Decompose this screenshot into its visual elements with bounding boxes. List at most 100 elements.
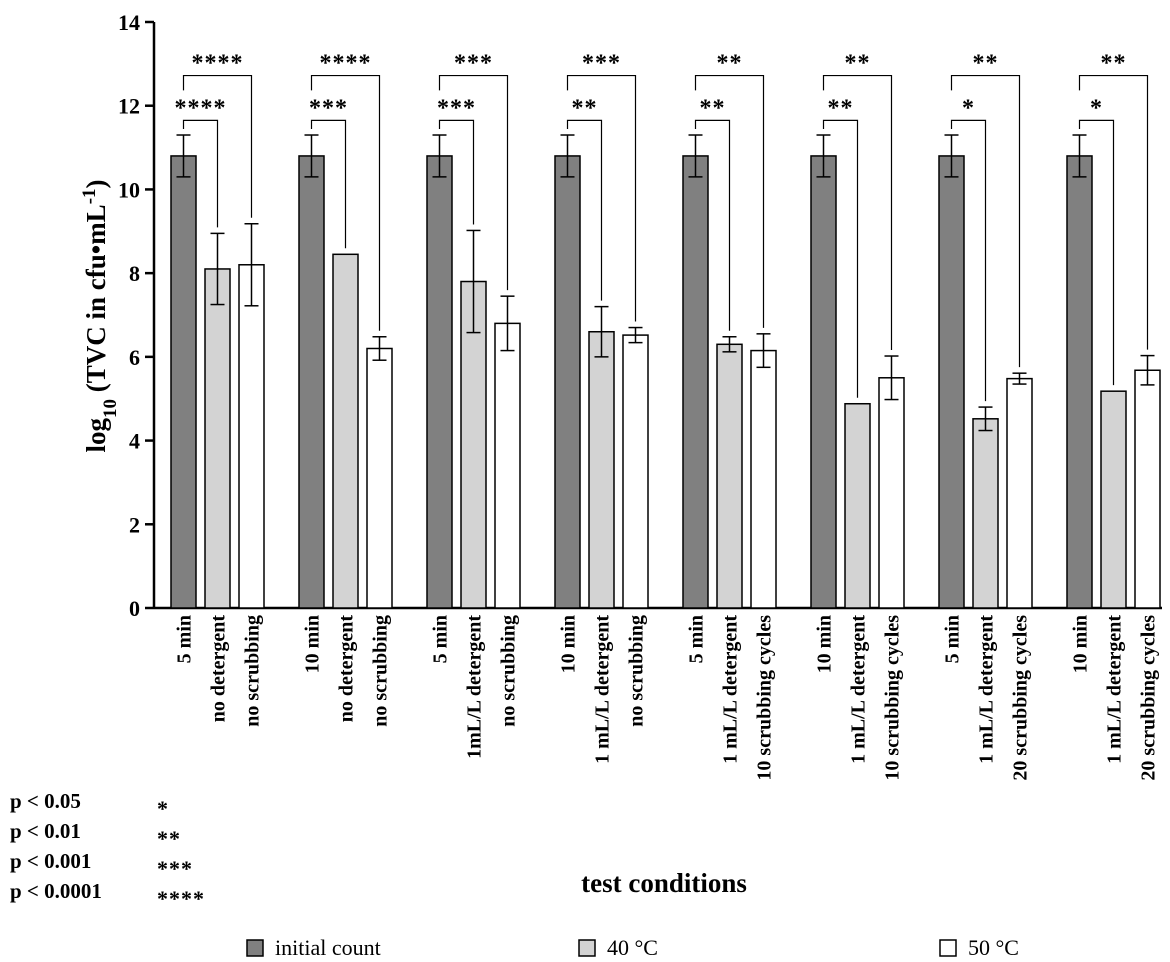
- bar-50c: [750, 349, 777, 609]
- error-bars: [176, 134, 1155, 432]
- category-label: 20 scrubbing cycles: [1138, 615, 1160, 781]
- bracket-40c: [1078, 119, 1115, 386]
- significance-40c: *: [1090, 95, 1103, 121]
- y-axis-title: log10 (TVC in cfu•mL-1): [79, 179, 121, 452]
- category-label: 1 mL/L detergent: [592, 615, 614, 764]
- legend-label-50c: 50 °C: [968, 935, 1019, 960]
- category-label: 1 mL/L detergent: [1104, 615, 1126, 764]
- bracket-50c: [438, 74, 509, 291]
- significance-brackets: ****************************************: [175, 51, 1149, 402]
- bracket-40c: [950, 119, 987, 402]
- legend-swatch-initial-count: [246, 939, 264, 957]
- significance-50c: **: [845, 51, 871, 77]
- category-label: 5 min: [686, 615, 708, 663]
- category-label: no scrubbing: [242, 615, 264, 727]
- significance-40c: ***: [437, 95, 476, 121]
- bracket-50c: [182, 74, 253, 218]
- x-axis-title: test conditions: [581, 868, 747, 898]
- significance-40c: **: [572, 95, 598, 121]
- category-label: 10 scrubbing cycles: [882, 615, 904, 781]
- legend-label-initial-count: initial count: [275, 935, 381, 960]
- bar-40c: [716, 343, 743, 609]
- bracket-50c: [694, 74, 765, 328]
- bar-initial-count: [1066, 155, 1093, 609]
- category-labels: 5 min no detergent no scrubbing 10 min no de…: [174, 615, 1160, 781]
- bar-initial-count: [938, 155, 965, 609]
- bar-initial-count: [426, 155, 453, 609]
- category-label: 1 mL/L detergent: [976, 615, 998, 764]
- significance-40c: *: [962, 95, 975, 121]
- category-label: no scrubbing: [498, 615, 520, 727]
- bar-40c: [588, 330, 615, 609]
- bracket-50c: [822, 74, 893, 351]
- significance-key-p: p < 0.0001: [10, 879, 102, 903]
- bar-initial-count: [298, 155, 325, 609]
- significance-key-p: p < 0.05: [10, 789, 81, 813]
- bar-50c: [622, 334, 649, 609]
- category-label: 10 min: [558, 615, 580, 673]
- y-tick-label: 0: [129, 596, 140, 621]
- category-label: 1mL/L detergent: [464, 615, 486, 759]
- category-label: no detergent: [336, 615, 358, 723]
- category-label: 5 min: [430, 615, 452, 663]
- category-label: 10 min: [302, 615, 324, 673]
- y-tick-label: 2: [129, 512, 140, 537]
- significance-40c: ****: [175, 95, 227, 121]
- bar-initial-count: [170, 155, 197, 609]
- bar-50c: [494, 322, 521, 609]
- y-tick-label: 12: [118, 94, 140, 119]
- significance-key-stars: **: [157, 826, 181, 851]
- bracket-40c: [694, 119, 731, 331]
- bar-50c: [878, 377, 905, 609]
- significance-40c: **: [828, 95, 854, 121]
- bar-50c: [1134, 369, 1161, 609]
- category-label: no scrubbing: [370, 615, 392, 727]
- category-label: 5 min: [174, 615, 196, 663]
- bars: [170, 155, 1161, 609]
- y-tick-label: 10: [118, 177, 140, 202]
- significance-50c: **: [973, 51, 999, 77]
- y-tick-label: 4: [129, 429, 140, 454]
- bar-50c: [366, 347, 393, 609]
- category-label: no detergent: [208, 615, 230, 723]
- bar-50c: [238, 264, 265, 609]
- bar-40c: [204, 268, 231, 609]
- category-label: 1 mL/L detergent: [720, 615, 742, 764]
- significance-key-stars: *: [157, 796, 169, 821]
- y-axis-title-subscript: 10: [100, 399, 121, 418]
- y-tick-label: 6: [129, 345, 140, 370]
- bracket-40c: [566, 119, 603, 301]
- bar-40c: [972, 418, 999, 609]
- bracket-40c: [438, 119, 475, 225]
- significance-key-stars: ****: [157, 886, 205, 911]
- bracket-40c: [182, 119, 219, 228]
- significance-50c: ***: [582, 51, 621, 77]
- bar-50c: [1006, 377, 1033, 609]
- category-label: 10 min: [1070, 615, 1092, 673]
- bracket-40c: [310, 119, 347, 249]
- legend: initial count 40 °C 50 °C: [246, 935, 1019, 960]
- category-label: 5 min: [942, 615, 964, 663]
- bar-initial-count: [554, 155, 581, 609]
- category-label: 10 scrubbing cycles: [754, 615, 776, 781]
- category-label: 20 scrubbing cycles: [1010, 615, 1032, 781]
- bar-40c: [844, 402, 871, 609]
- y-tick-label: 8: [129, 261, 140, 286]
- y-axis-title-superscript: -1: [79, 188, 100, 204]
- significance-50c: ****: [320, 51, 372, 77]
- bar-initial-count: [682, 155, 709, 609]
- legend-label-40c: 40 °C: [607, 935, 658, 960]
- significance-50c: ***: [454, 51, 493, 77]
- bar-40c: [332, 253, 359, 609]
- bracket-50c: [566, 74, 637, 322]
- bracket-50c: [950, 74, 1021, 368]
- significance-key-stars: ***: [157, 856, 193, 881]
- category-label: 10 min: [814, 615, 836, 673]
- significance-key-p: p < 0.001: [10, 849, 91, 873]
- bracket-50c: [310, 74, 381, 331]
- significance-40c: ***: [309, 95, 348, 121]
- significance-40c: **: [700, 95, 726, 121]
- y-tick-label: 14: [118, 10, 140, 35]
- significance-key-p: p < 0.01: [10, 819, 81, 843]
